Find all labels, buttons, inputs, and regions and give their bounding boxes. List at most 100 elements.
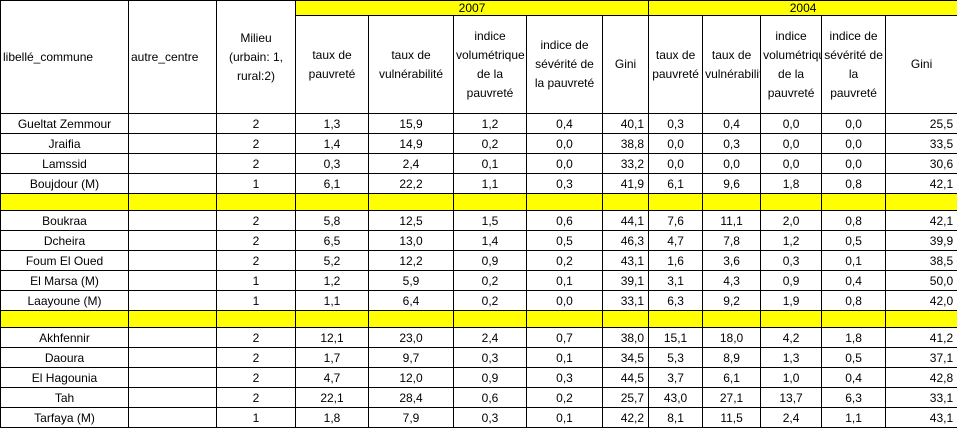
commune-cell: Lamssid <box>1 154 129 174</box>
v2004-value-cell: 1,2 <box>761 231 822 251</box>
v2004-value-cell: 37,1 <box>886 348 957 368</box>
separator-cell <box>761 194 822 211</box>
separator-cell <box>527 194 603 211</box>
commune-cell: Laayoune (M) <box>1 291 129 311</box>
v2004-value-cell: 7,6 <box>649 211 703 231</box>
v2004-value-cell: 1,1 <box>822 408 886 428</box>
v2007-value-cell: 0,7 <box>527 328 603 348</box>
separator-cell <box>296 311 369 328</box>
v2007-value-cell: 1,3 <box>296 114 369 134</box>
v2007-value-cell: 4,7 <box>296 368 369 388</box>
v2004-value-cell: 33,1 <box>886 388 957 408</box>
autre-centre-cell <box>129 114 217 134</box>
v2004-value-cell: 50,0 <box>886 271 957 291</box>
v2007-value-cell: 1,1 <box>454 174 527 194</box>
v2004-value-cell: 11,1 <box>703 211 761 231</box>
v2007-value-cell: 22,1 <box>296 388 369 408</box>
header-h2007-col-4: Gini <box>603 16 649 114</box>
v2007-value-cell: 6,4 <box>369 291 454 311</box>
header-h2004-col-3: indice de sévérité de la pauvreté <box>822 16 886 114</box>
separator-cell <box>822 194 886 211</box>
v2007-value-cell: 0,2 <box>454 291 527 311</box>
commune-cell: Tah <box>1 388 129 408</box>
v2004-value-cell: 0,5 <box>822 231 886 251</box>
v2004-value-cell: 0,8 <box>822 174 886 194</box>
separator-cell <box>369 311 454 328</box>
v2007-value-cell: 1,8 <box>296 408 369 428</box>
milieu-cell: 1 <box>217 174 296 194</box>
separator-cell <box>217 194 296 211</box>
separator-cell <box>603 311 649 328</box>
v2004-value-cell: 4,3 <box>703 271 761 291</box>
autre-centre-cell <box>129 174 217 194</box>
milieu-cell: 2 <box>217 231 296 251</box>
header-h2007-col-0: taux de pauvreté <box>296 16 369 114</box>
v2004-value-cell: 42,1 <box>886 174 957 194</box>
autre-centre-cell <box>129 291 217 311</box>
header-h2007-col-2: indice volumétrique de la pauvreté <box>454 16 527 114</box>
separator-cell <box>886 311 957 328</box>
v2007-value-cell: 2,4 <box>454 328 527 348</box>
v2004-value-cell: 15,1 <box>649 328 703 348</box>
milieu-cell: 1 <box>217 291 296 311</box>
v2007-value-cell: 1,1 <box>296 291 369 311</box>
v2004-value-cell: 1,6 <box>649 251 703 271</box>
separator-cell <box>649 311 703 328</box>
v2007-value-cell: 34,5 <box>603 348 649 368</box>
v2004-value-cell: 41,2 <box>886 328 957 348</box>
v2004-value-cell: 6,3 <box>822 388 886 408</box>
separator-cell <box>296 194 369 211</box>
v2004-value-cell: 0,9 <box>761 271 822 291</box>
v2004-value-cell: 0,0 <box>822 154 886 174</box>
v2004-value-cell: 0,0 <box>649 134 703 154</box>
v2007-value-cell: 0,6 <box>454 388 527 408</box>
v2004-value-cell: 0,4 <box>822 368 886 388</box>
milieu-cell: 1 <box>217 408 296 428</box>
v2004-value-cell: 0,0 <box>761 114 822 134</box>
v2007-value-cell: 12,5 <box>369 211 454 231</box>
v2004-value-cell: 33,5 <box>886 134 957 154</box>
v2004-value-cell: 0,0 <box>649 154 703 174</box>
v2007-value-cell: 6,5 <box>296 231 369 251</box>
commune-cell: Boujdour (M) <box>1 174 129 194</box>
v2007-value-cell: 13,0 <box>369 231 454 251</box>
separator-cell <box>527 311 603 328</box>
v2004-value-cell: 6,1 <box>649 174 703 194</box>
milieu-cell: 2 <box>217 348 296 368</box>
separator-cell <box>129 194 217 211</box>
v2007-value-cell: 0,2 <box>454 271 527 291</box>
v2007-value-cell: 0,3 <box>454 348 527 368</box>
v2004-value-cell: 25,5 <box>886 114 957 134</box>
separator-cell <box>649 194 703 211</box>
v2004-value-cell: 3,1 <box>649 271 703 291</box>
autre-centre-cell <box>129 231 217 251</box>
v2004-value-cell: 42,8 <box>886 368 957 388</box>
separator-cell <box>217 311 296 328</box>
commune-cell: Foum El Oued <box>1 251 129 271</box>
v2007-value-cell: 0,3 <box>527 174 603 194</box>
v2004-value-cell: 18,0 <box>703 328 761 348</box>
header-year-2004: 2004 <box>649 1 957 16</box>
v2004-value-cell: 0,3 <box>649 114 703 134</box>
v2007-value-cell: 9,7 <box>369 348 454 368</box>
v2007-value-cell: 6,1 <box>296 174 369 194</box>
v2007-value-cell: 38,0 <box>603 328 649 348</box>
milieu-cell: 2 <box>217 388 296 408</box>
v2007-value-cell: 44,5 <box>603 368 649 388</box>
v2007-value-cell: 12,1 <box>296 328 369 348</box>
commune-cell: El Marsa (M) <box>1 271 129 291</box>
milieu-cell: 2 <box>217 154 296 174</box>
commune-cell: Jraifia <box>1 134 129 154</box>
commune-cell: Tarfaya (M) <box>1 408 129 428</box>
v2007-value-cell: 0,9 <box>454 251 527 271</box>
